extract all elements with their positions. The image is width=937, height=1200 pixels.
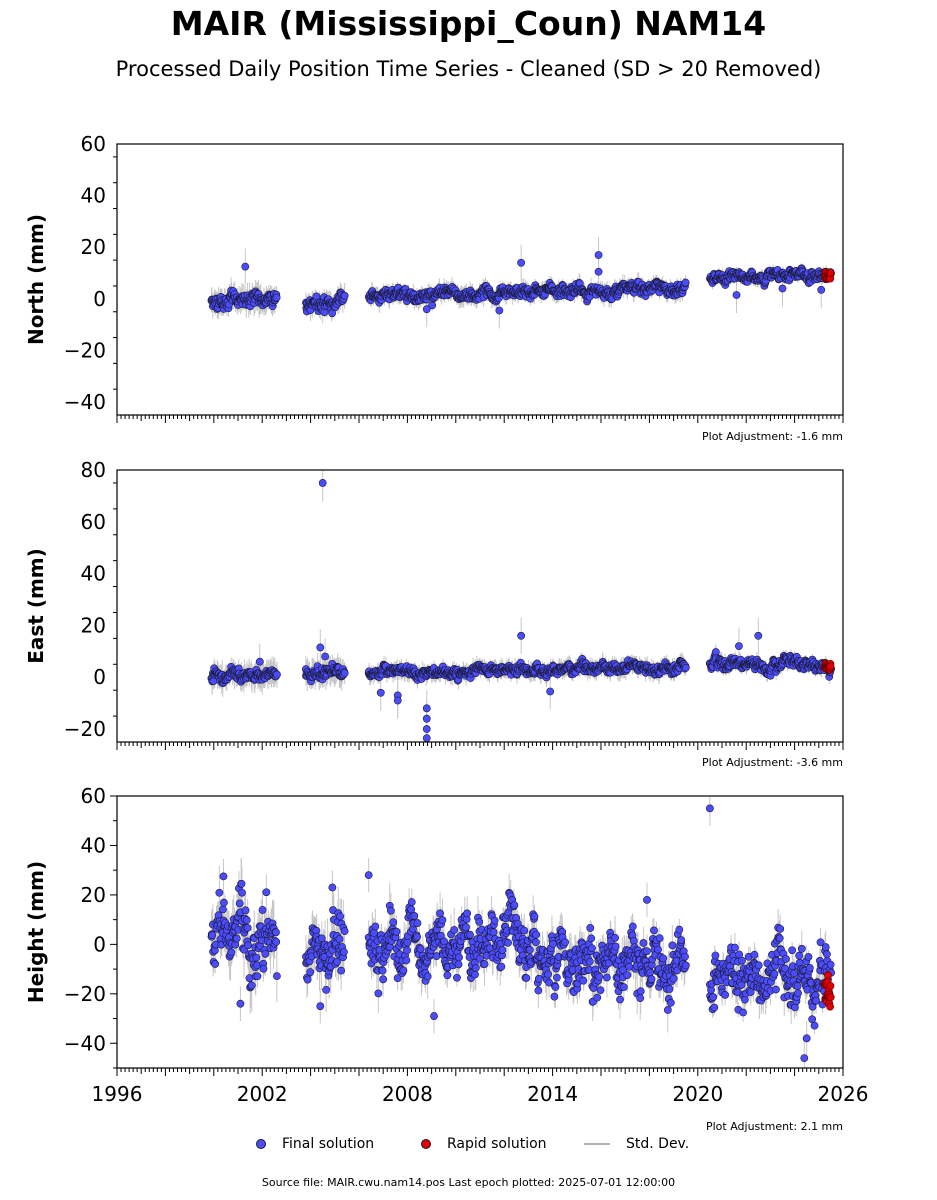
y-tick-label: 20 (81, 613, 106, 637)
final-point (422, 714, 431, 723)
north-x-ticks (116, 415, 844, 423)
final-point (517, 631, 526, 640)
east-x-ticks (116, 742, 844, 750)
y-tick-label: −20 (64, 717, 106, 741)
final-point (495, 306, 504, 315)
final-point (681, 663, 690, 672)
east-y-ticks (113, 482, 117, 717)
final-point (321, 652, 330, 661)
final-point (241, 262, 250, 271)
panel-north: −40 −20 0 20 40 60 North (mm) Plot Adjustment: … (24, 132, 844, 443)
final-point (376, 688, 385, 697)
y-tick-label: 80 (81, 458, 106, 482)
final-point (272, 293, 281, 302)
final-point (817, 285, 826, 294)
north-final-points (207, 251, 835, 318)
north-rapid-points (821, 267, 835, 284)
rapid-point (826, 269, 835, 277)
east-final-points (207, 479, 836, 742)
final-point (422, 725, 431, 733)
y-tick-label: 60 (81, 132, 106, 156)
final-point (393, 696, 402, 705)
final-point (340, 291, 349, 300)
y-tick-label: 60 (81, 510, 106, 534)
final-point (594, 267, 603, 276)
y-tick-label: 0 (93, 287, 106, 311)
final-point (681, 278, 690, 287)
y-tick-label: 0 (93, 665, 106, 689)
final-point (318, 479, 327, 487)
final-point (732, 291, 741, 299)
north-data (207, 236, 835, 329)
final-point (754, 631, 763, 640)
final-point (316, 643, 325, 652)
east-std-bars (210, 470, 832, 742)
north-y-ticks (113, 156, 117, 390)
y-tick-label: 40 (81, 562, 106, 586)
north-ylabel: North (mm) (24, 214, 48, 345)
y-tick-label: 20 (81, 235, 106, 259)
final-point (594, 251, 603, 259)
final-point (546, 687, 555, 696)
y-tick-label: 40 (81, 184, 106, 208)
final-point (517, 258, 526, 267)
final-point (735, 642, 743, 651)
y-tick-label: −40 (64, 390, 106, 414)
final-point (422, 305, 431, 314)
final-point (422, 734, 431, 742)
north-std-bars (210, 236, 832, 329)
final-point (422, 704, 431, 713)
final-point (340, 669, 349, 677)
rapid-point (826, 662, 835, 671)
final-point (273, 670, 281, 679)
east-rapid-points (820, 659, 835, 675)
final-point (778, 284, 787, 293)
east-data (207, 470, 836, 742)
y-tick-label: −20 (64, 338, 106, 362)
panel-frame (116, 469, 844, 743)
final-point (255, 657, 264, 666)
north-adjustment-note: Plot Adjustment: -1.6 mm (702, 430, 843, 443)
